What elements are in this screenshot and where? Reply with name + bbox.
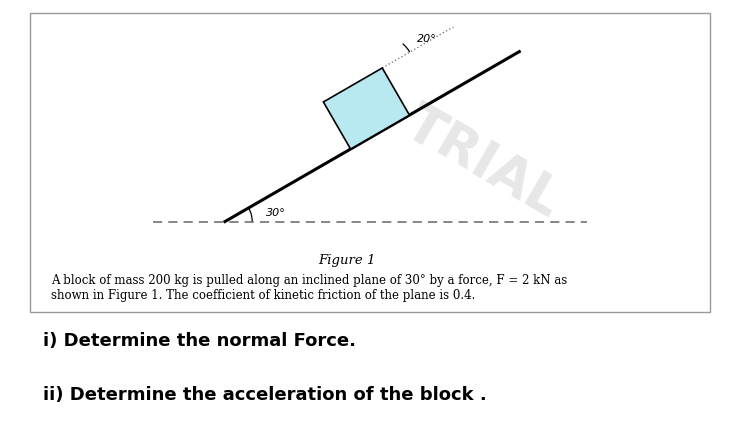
Polygon shape (323, 68, 409, 149)
Text: 30°: 30° (266, 208, 286, 218)
Text: ii) Determine the acceleration of the block .: ii) Determine the acceleration of the bl… (43, 386, 487, 405)
Text: Figure 1: Figure 1 (319, 254, 376, 267)
Text: 20°: 20° (417, 34, 437, 44)
Text: A block of mass 200 kg is pulled along an inclined plane of 30° by a force, F = : A block of mass 200 kg is pulled along a… (51, 274, 567, 302)
Text: TRIAL: TRIAL (397, 97, 571, 228)
Text: i) Determine the normal Force.: i) Determine the normal Force. (43, 332, 356, 350)
